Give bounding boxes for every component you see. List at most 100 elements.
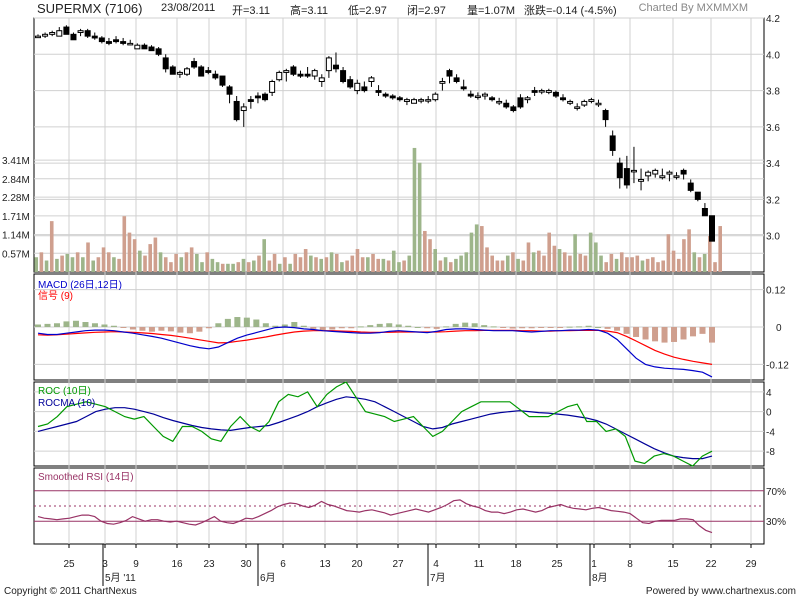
- volume-bar: [448, 262, 453, 272]
- macd-histogram-bar: [566, 326, 573, 328]
- volume-bar: [594, 242, 598, 272]
- volume-bar: [122, 216, 127, 272]
- volume-bar: [158, 252, 163, 272]
- candle-down: [219, 75, 226, 86]
- candle-up: [240, 106, 247, 112]
- volume-bar: [469, 232, 474, 272]
- x-tick-label: 23: [203, 559, 215, 570]
- candle-up: [630, 169, 637, 173]
- volume-bar: [200, 262, 204, 272]
- macd-histogram-bar: [414, 327, 421, 328]
- candle-down: [262, 93, 269, 101]
- candle-up: [283, 70, 290, 73]
- macd-histogram-bar: [44, 323, 51, 327]
- volume-bar: [412, 147, 417, 272]
- macd-histogram-bar: [177, 327, 184, 333]
- volume-bar: [371, 253, 375, 272]
- volume-bar: [81, 257, 85, 272]
- volume-bar: [179, 257, 184, 272]
- candle-up: [645, 171, 652, 177]
- x-tick-label: 13: [319, 559, 331, 570]
- volume-bar: [397, 262, 401, 272]
- x-tick-label: 25: [63, 559, 75, 570]
- macd-histogram-bar: [433, 327, 440, 329]
- macd-histogram-bar: [148, 327, 155, 332]
- macd-histogram-bar: [272, 325, 279, 327]
- macd-histogram-bar: [652, 327, 659, 342]
- candle-up: [659, 175, 666, 179]
- macd-histogram-bar: [405, 325, 412, 327]
- x-tick-label: 25: [551, 559, 563, 570]
- volume-bar: [34, 257, 38, 272]
- volume-bar: [433, 249, 437, 272]
- macd-tick-label: 0: [776, 323, 782, 334]
- macd-histogram-bar: [186, 327, 193, 334]
- volume-bar: [443, 257, 448, 272]
- macd-histogram-bar: [509, 327, 516, 329]
- volume-bar: [547, 232, 551, 272]
- volume-bar: [718, 226, 722, 272]
- chart-header: SUPERMX (7106) 23/08/2011 开=3.11 高=3.11 …: [0, 0, 800, 18]
- roc-panel: [37, 381, 713, 467]
- volume-bar: [454, 258, 458, 272]
- volume-bar: [252, 260, 256, 272]
- candle-up: [538, 90, 545, 93]
- candle-up: [403, 99, 410, 102]
- volume-bar: [65, 253, 70, 272]
- macd-histogram-bar: [243, 317, 250, 327]
- volume-bar: [153, 237, 158, 272]
- volume-tick-label: 0.57M: [2, 249, 30, 260]
- candle-down: [162, 57, 169, 70]
- price-tick-label: 3.6: [766, 123, 780, 134]
- volume-bar: [485, 247, 489, 272]
- volume-bar: [70, 257, 75, 272]
- panel-frames: [33, 17, 765, 545]
- volume-bar: [464, 252, 469, 272]
- candle-down: [361, 86, 368, 92]
- volume-bar: [438, 260, 443, 272]
- macd-histogram-bar: [395, 324, 402, 327]
- volume-bar: [573, 234, 577, 272]
- volume-bar: [174, 253, 178, 272]
- candle-up: [411, 99, 418, 104]
- powered-by-link[interactable]: Powered by www.chartnexus.com: [645, 586, 796, 597]
- volume-bar: [625, 257, 629, 272]
- volume-bar: [132, 239, 137, 272]
- candle-down: [233, 100, 240, 121]
- macd-histogram-bar: [53, 323, 60, 327]
- macd-histogram-bar: [680, 327, 687, 340]
- rsi-legend: Smoothed RSI (14日): [38, 472, 134, 483]
- change-label: 涨跌=-0.14 (-4.5%): [524, 5, 617, 17]
- rsi-tick-label: 30%: [766, 517, 786, 528]
- candle-down: [453, 77, 460, 83]
- volume-bar: [39, 252, 44, 272]
- macd-histogram-bar: [699, 327, 706, 334]
- candle-up: [418, 99, 425, 102]
- macd-histogram-bar: [319, 327, 326, 331]
- macd-histogram-bar: [709, 327, 715, 343]
- candle-down: [98, 37, 105, 43]
- candle-down: [141, 44, 148, 50]
- macd-histogram-bar: [500, 327, 507, 328]
- macd-histogram-bar: [443, 326, 450, 328]
- candle-up: [325, 57, 332, 72]
- macd-histogram-bar: [690, 327, 697, 337]
- candle-up: [673, 175, 680, 178]
- candle-down: [113, 39, 120, 43]
- macd-histogram-bar: [82, 322, 89, 327]
- x-tick-label: 16: [171, 559, 183, 570]
- candle-up: [77, 30, 84, 34]
- macd-histogram-bar: [329, 327, 336, 330]
- macd-histogram-bar: [367, 325, 374, 327]
- volume-bar: [661, 260, 665, 272]
- macd-histogram-bar: [101, 324, 108, 327]
- macd-panel: [35, 317, 715, 378]
- volume-bar: [619, 252, 624, 272]
- x-tick-label: 8: [627, 559, 633, 570]
- volume-bar: [526, 242, 531, 272]
- candle-down: [91, 35, 98, 39]
- x-tick-label: 18: [510, 559, 522, 570]
- macd-histogram-bar: [386, 323, 393, 327]
- volume-bar: [163, 257, 168, 272]
- volume-bar: [651, 257, 655, 272]
